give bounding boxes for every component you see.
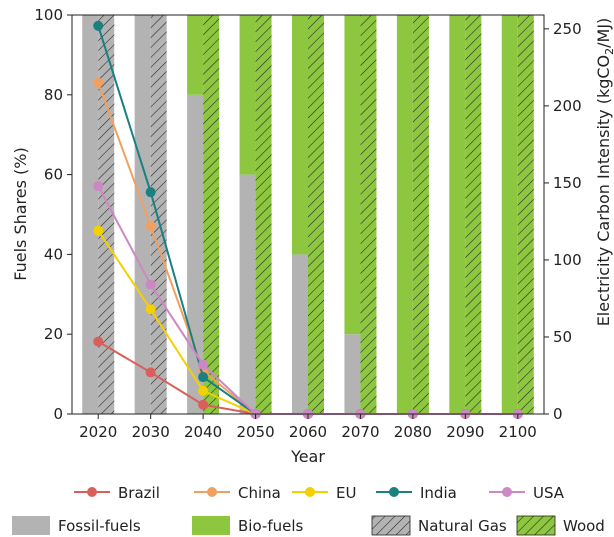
legend-label-fossil-fuels: Fossil-fuels: [58, 517, 141, 535]
bar-wood: [517, 15, 534, 414]
point-eu: [145, 304, 156, 315]
x-tick-label: 2100: [499, 423, 537, 441]
point-usa: [198, 359, 209, 370]
point-brazil: [145, 367, 156, 378]
point-china: [93, 77, 104, 88]
legend-hatch-natural-gas: [371, 515, 411, 536]
bar-wood: [255, 15, 272, 414]
bar-fossil-fuels: [344, 334, 361, 414]
point-india: [93, 20, 104, 31]
legend-marker-brazil: [87, 487, 97, 497]
x-tick-label: 2080: [394, 423, 432, 441]
legend-label-bio-fuels: Bio-fuels: [238, 517, 304, 535]
bar-bio-fuels: [344, 15, 361, 335]
y2-tick-label: 250: [553, 20, 582, 38]
point-india: [198, 372, 209, 383]
point-usa: [93, 181, 104, 191]
bar-fossil-fuels: [239, 174, 256, 414]
y-axis-label: Fuels Shares (%): [11, 147, 30, 280]
legend-marker-usa: [502, 487, 512, 497]
y-tick-label: 20: [44, 325, 63, 343]
point-china: [145, 221, 156, 232]
legend-label-usa: USA: [533, 484, 565, 502]
y2-axis-label: Electricity Carbon Intensity (kgCO2/MJ): [594, 18, 614, 327]
legend-marker-eu: [305, 487, 315, 497]
x-axis-label: Year: [290, 447, 325, 466]
bar-bio-fuels: [449, 15, 466, 414]
y2-label-tail: /MJ): [594, 18, 613, 48]
bar-bio-fuels: [292, 15, 308, 255]
bar-natural-gas: [98, 15, 115, 414]
bar-wood: [412, 15, 429, 414]
y2-tick-label: 200: [553, 97, 582, 115]
legend-label-eu: EU: [336, 484, 356, 502]
bar-bio-fuels: [239, 15, 256, 175]
x-tick-label: 2090: [446, 423, 484, 441]
y-tick-label: 40: [44, 245, 63, 263]
point-eu: [93, 225, 104, 236]
y-tick-label: 100: [34, 6, 63, 24]
bar-bio-fuels: [187, 15, 204, 95]
legend-label-india: India: [420, 484, 457, 502]
y-tick-label: 80: [44, 86, 63, 104]
y2-tick-label: 50: [553, 328, 572, 346]
point-eu: [198, 385, 209, 396]
x-tick-label: 2070: [341, 423, 379, 441]
bar-fossil-fuels: [134, 15, 151, 414]
y2-tick-label: 0: [553, 405, 563, 423]
point-brazil: [198, 399, 209, 410]
y2-tick-label: 100: [553, 251, 582, 269]
y-tick-label: 0: [53, 405, 63, 423]
legend-label-china: China: [238, 484, 281, 502]
y-tick-label: 60: [44, 166, 63, 184]
legend-swatch-bio-fuels: [192, 516, 230, 535]
point-usa: [145, 279, 156, 290]
x-tick-label: 2060: [289, 423, 327, 441]
x-tick-label: 2030: [132, 423, 170, 441]
bar-natural-gas: [150, 15, 167, 414]
y2-label-sub: 2: [603, 48, 614, 55]
bar-bio-fuels: [396, 15, 413, 414]
point-india: [145, 187, 156, 198]
y2-tick-label: 150: [553, 174, 582, 192]
legend-marker-india: [389, 487, 399, 497]
bar-bio-fuels: [501, 15, 518, 414]
legend-marker-china: [207, 487, 217, 497]
legend-label-wood: Wood: [563, 517, 605, 535]
legend-hatch-wood: [516, 515, 556, 536]
point-brazil: [93, 336, 104, 347]
x-tick-label: 2040: [184, 423, 222, 441]
bar-wood: [308, 15, 324, 414]
legend-swatch-fossil-fuels: [12, 516, 50, 535]
legend-bars: Fossil-fuels Bio-fuels Natural Gas Wood: [12, 515, 605, 536]
bar-fossil-fuels: [82, 15, 99, 414]
y2-label-main: Electricity Carbon Intensity (kgCO: [594, 55, 613, 326]
legend-lines: Brazil China EU India USA: [74, 484, 565, 502]
legend-label-brazil: Brazil: [118, 484, 160, 502]
x-tick-label: 2020: [79, 423, 117, 441]
bar-wood: [465, 15, 482, 414]
bars-layer: [82, 15, 534, 415]
x-tick-label: 2050: [236, 423, 274, 441]
bar-wood: [360, 15, 377, 414]
legend-label-natural-gas: Natural Gas: [418, 517, 507, 535]
bar-fossil-fuels: [292, 254, 308, 414]
bar-wood: [203, 15, 220, 414]
